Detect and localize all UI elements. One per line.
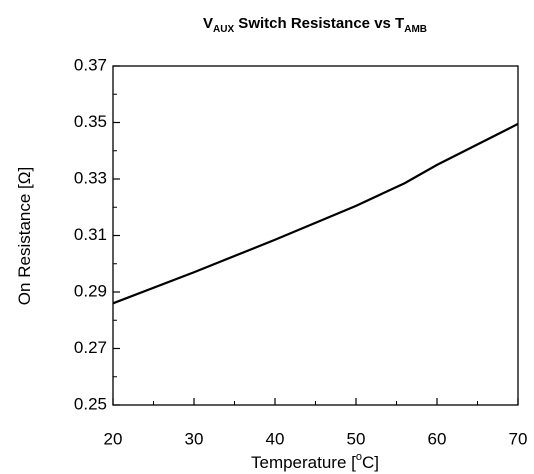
y-axis-label: On Resistance [Ω] (15, 167, 34, 305)
y-tick-label: 0.31 (74, 225, 107, 244)
y-tick-label: 0.35 (74, 112, 107, 131)
xlabel-sup: o (356, 451, 362, 463)
x-axis-label: Temperature [oC] (251, 451, 379, 472)
y-tick-label: 0.29 (74, 281, 107, 300)
xlabel-part: Temperature [ (251, 453, 356, 472)
y-tick-label: 0.37 (74, 55, 107, 74)
x-tick-label: 20 (104, 429, 123, 448)
x-tick-label: 60 (428, 429, 447, 448)
y-tick-label: 0.33 (74, 168, 107, 187)
chart-title: VAUX Switch Resistance vs TAMB (203, 15, 427, 35)
x-tick-label: 70 (509, 429, 528, 448)
title-part: Switch Resistance vs T (234, 15, 404, 32)
x-tick-label: 30 (185, 429, 204, 448)
y-tick-label: 0.25 (74, 394, 107, 413)
x-tick-label: 40 (266, 429, 285, 448)
plot-frame (112, 65, 519, 406)
data-line (112, 122, 519, 305)
xlabel-part: C] (362, 453, 379, 472)
title-sub: AMB (404, 24, 427, 35)
y-tick-label: 0.27 (74, 338, 107, 357)
title-part: V (203, 15, 213, 32)
x-tick-label: 50 (347, 429, 366, 448)
title-sub: AUX (213, 24, 234, 35)
